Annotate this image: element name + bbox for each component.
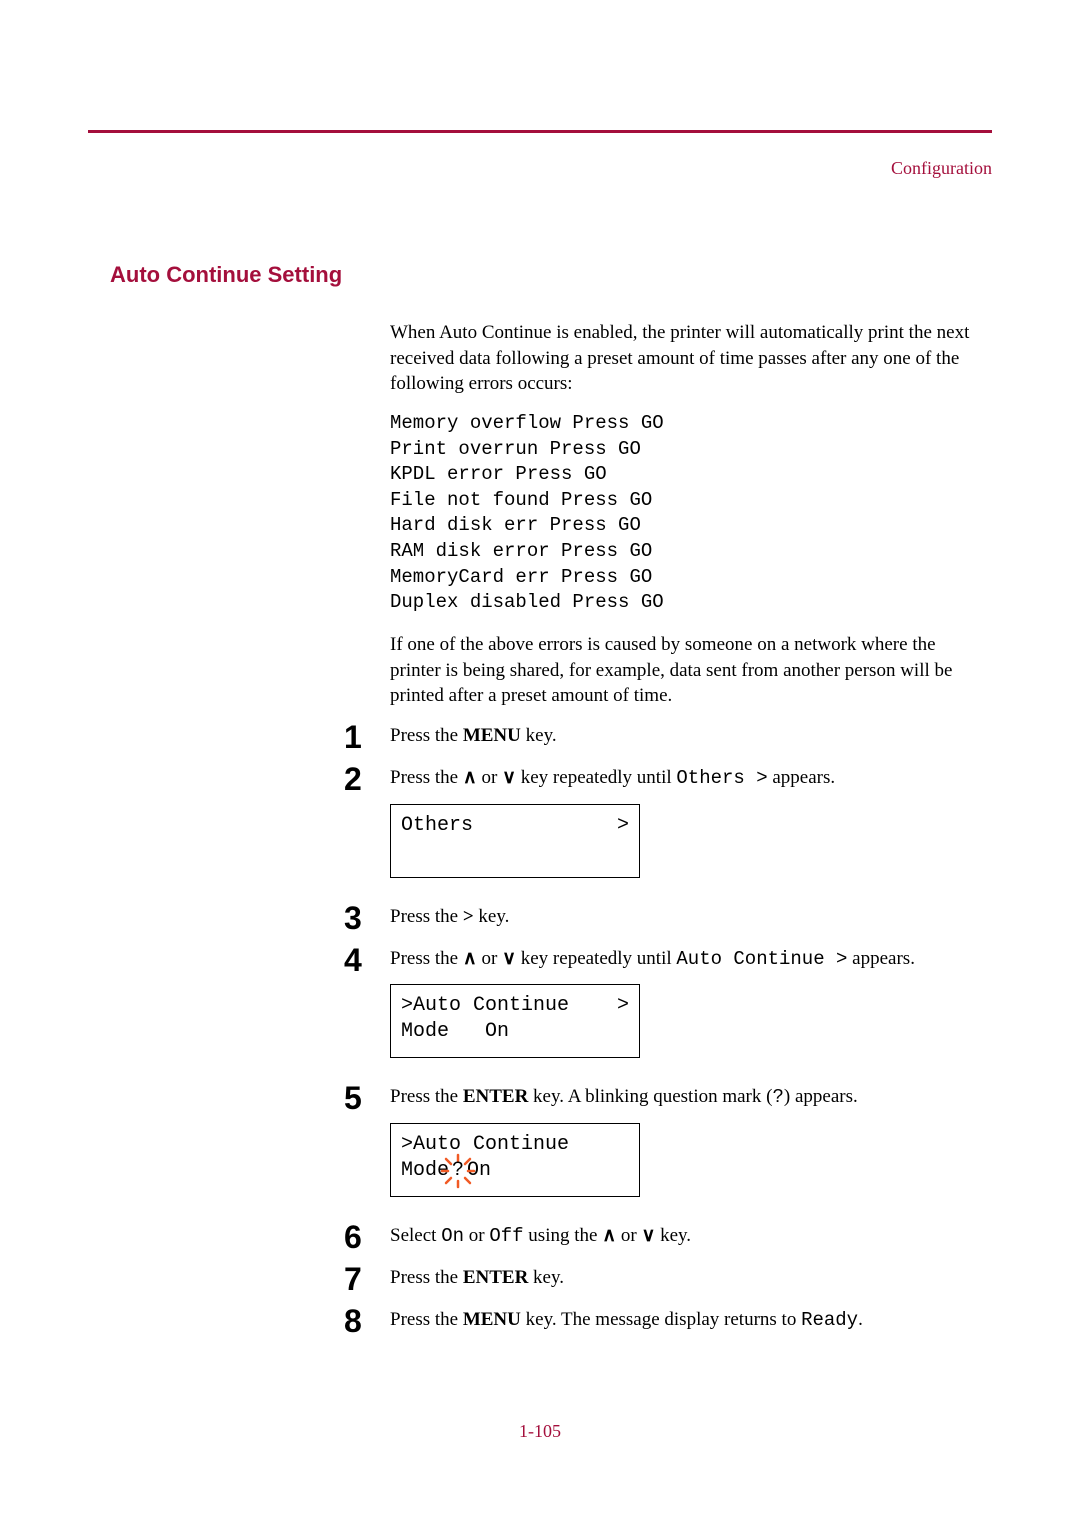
text: key repeatedly until [516, 948, 676, 969]
text: key. A blinking question mark ( [528, 1086, 772, 1107]
text: key. [474, 906, 510, 927]
lcd-line: Others > [401, 813, 629, 839]
text: key. [655, 1225, 691, 1246]
down-arrow-icon: ∨ [502, 948, 516, 969]
text: or [477, 767, 502, 788]
mono-text: Auto Continue > [676, 948, 847, 970]
post-paragraph: If one of the above errors is caused by … [390, 632, 970, 709]
text: appears. [768, 767, 836, 788]
lcd-display-1: Others > [390, 804, 640, 878]
step-number: 8 [344, 1305, 390, 1337]
text: Press the [390, 1267, 463, 1288]
lcd-line: >Auto Continue [401, 1132, 629, 1158]
text: or [616, 1225, 641, 1246]
step-number: 5 [344, 1082, 390, 1114]
text: key repeatedly until [516, 767, 676, 788]
text: Press the [390, 906, 463, 927]
step-3: 3 Press the > key. [390, 904, 970, 936]
step-number: 3 [344, 902, 390, 934]
step-text: Press the ∧ or ∨ key repeatedly until Ot… [390, 765, 970, 894]
text: . [858, 1309, 863, 1330]
step-number: 2 [344, 763, 390, 795]
text: Press the [390, 1309, 463, 1330]
step-1: 1 Press the MENU key. [390, 723, 970, 755]
lcd-text: On [485, 1020, 509, 1043]
lcd-display-2: >Auto Continue > Mode On [390, 984, 640, 1058]
step-number: 1 [344, 721, 390, 753]
text: Press the [390, 767, 463, 788]
text: Press the [390, 948, 463, 969]
step-number: 7 [344, 1263, 390, 1295]
lcd-text-right: > [617, 813, 629, 839]
step-8: 8 Press the MENU key. The message displa… [390, 1307, 970, 1339]
step-text: Press the ∧ or ∨ key repeatedly until Au… [390, 946, 970, 1075]
step-2: 2 Press the ∧ or ∨ key repeatedly until … [390, 765, 970, 894]
text: Press the [390, 1086, 463, 1107]
lcd-text [449, 1020, 485, 1043]
step-text: Select On or Off using the ∧ or ∨ key. [390, 1223, 970, 1250]
down-arrow-icon: ∨ [641, 1225, 655, 1246]
mono-text: Ready [801, 1309, 858, 1331]
lcd-display-3: >Auto Continue Mode [390, 1123, 640, 1197]
step-text: Press the MENU key. The message display … [390, 1307, 970, 1334]
text: or [464, 1225, 489, 1246]
section-title: Auto Continue Setting [110, 262, 342, 288]
blinking-question-mark-icon: ? [449, 1158, 467, 1184]
intro-paragraph: When Auto Continue is enabled, the print… [390, 320, 970, 397]
step-number: 4 [344, 944, 390, 976]
text: Press the [390, 725, 463, 746]
key-name: ENTER [463, 1267, 528, 1288]
key-name: ENTER [463, 1086, 528, 1107]
up-arrow-icon: ∧ [463, 767, 477, 788]
mono-text: Others > [676, 767, 767, 789]
text: Select [390, 1225, 441, 1246]
lcd-text-left: Others [401, 813, 473, 839]
step-5: 5 Press the ENTER key. A blinking questi… [390, 1084, 970, 1213]
step-text: Press the > key. [390, 904, 970, 930]
mono-text: ? [772, 1086, 783, 1108]
key-name: MENU [463, 1309, 521, 1330]
step-text: Press the MENU key. [390, 723, 970, 749]
lcd-text-right: > [617, 993, 629, 1019]
body-content: When Auto Continue is enabled, the print… [390, 320, 970, 1349]
step-7: 7 Press the ENTER key. [390, 1265, 970, 1297]
text: or [477, 948, 502, 969]
mono-text: Off [489, 1225, 523, 1247]
step-4: 4 Press the ∧ or ∨ key repeatedly until … [390, 946, 970, 1075]
lcd-line: Mode [401, 1158, 629, 1184]
steps-list: 1 Press the MENU key. 2 Press the ∧ or ∨… [390, 723, 970, 1339]
lcd-text: Mode [401, 1020, 449, 1043]
text: key. [528, 1267, 564, 1288]
page-number: 1-105 [0, 1421, 1080, 1442]
key-name: MENU [463, 725, 521, 746]
down-arrow-icon: ∨ [502, 767, 516, 788]
text: using the [524, 1225, 603, 1246]
header-section-label: Configuration [891, 158, 992, 179]
mono-text: On [441, 1225, 464, 1247]
blink-char: ? [452, 1159, 464, 1182]
key-name: > [463, 906, 474, 927]
up-arrow-icon: ∧ [463, 948, 477, 969]
lcd-line: Mode On [401, 1019, 629, 1045]
text: appears. [847, 948, 915, 969]
text: key. The message display returns to [521, 1309, 801, 1330]
lcd-line: >Auto Continue > [401, 993, 629, 1019]
lcd-text-left: >Auto Continue [401, 993, 569, 1019]
top-rule [88, 130, 992, 133]
step-6: 6 Select On or Off using the ∧ or ∨ key. [390, 1223, 970, 1255]
step-number: 6 [344, 1221, 390, 1253]
text: key. [521, 725, 557, 746]
step-text: Press the ENTER key. A blinking question… [390, 1084, 970, 1213]
up-arrow-icon: ∧ [602, 1225, 616, 1246]
step-text: Press the ENTER key. [390, 1265, 970, 1291]
error-list: Memory overflow Press GO Print overrun P… [390, 411, 970, 616]
text: ) appears. [784, 1086, 858, 1107]
